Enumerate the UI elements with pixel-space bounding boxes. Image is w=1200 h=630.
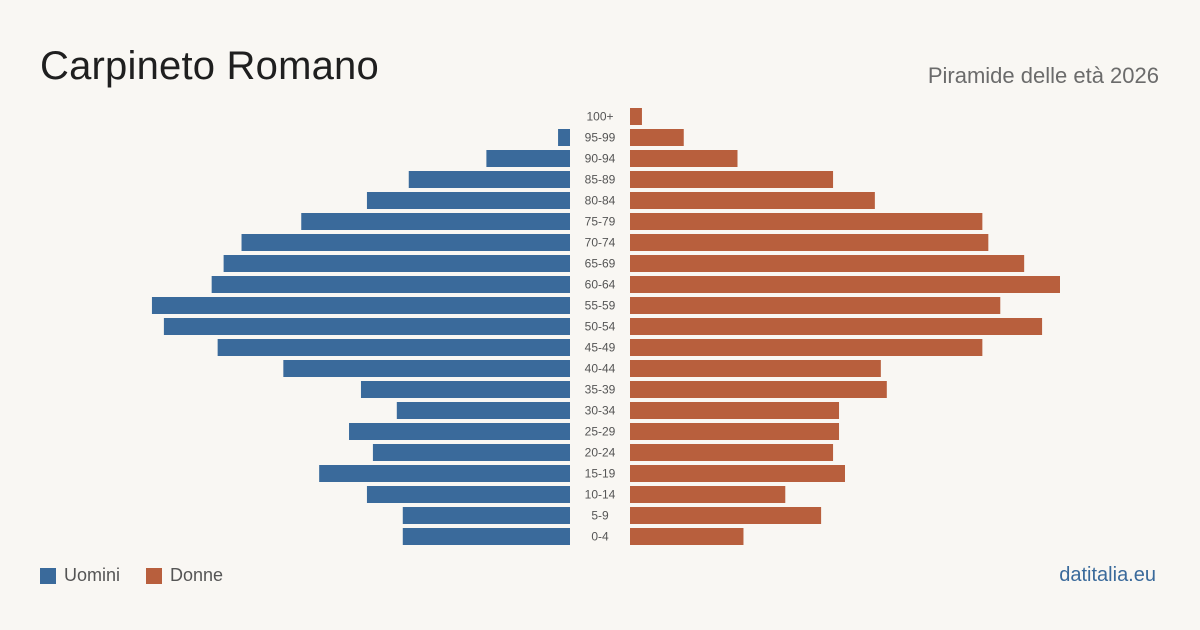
age-label-5-9: 5-9 (591, 509, 609, 523)
bar-women-90-94 (630, 150, 738, 167)
bar-men-80-84 (366, 192, 570, 209)
age-label-60-64: 60-64 (585, 278, 616, 292)
legend-swatch-men (40, 567, 56, 584)
age-label-100+: 100+ (586, 110, 613, 124)
chart-subtitle: Piramide delle età 2026 (927, 63, 1159, 88)
bar-women-0-4 (630, 528, 744, 545)
bar-women-85-89 (630, 171, 834, 188)
bar-men-45-49 (217, 339, 570, 356)
age-label-25-29: 25-29 (585, 425, 616, 439)
bar-women-30-34 (630, 402, 840, 419)
age-label-70-74: 70-74 (585, 236, 616, 250)
bar-men-5-9 (402, 507, 570, 524)
bar-men-50-54 (163, 318, 570, 335)
age-label-95-99: 95-99 (585, 131, 616, 145)
bar-women-70-74 (630, 234, 989, 251)
bar-men-40-44 (283, 360, 570, 377)
age-label-90-94: 90-94 (585, 152, 616, 166)
bar-women-55-59 (630, 297, 1001, 314)
bar-women-95-99 (630, 129, 684, 146)
bar-men-75-79 (301, 213, 570, 230)
bar-women-60-64 (630, 276, 1060, 293)
age-label-10-14: 10-14 (585, 488, 616, 502)
legend-label-men: Uomini (64, 565, 121, 585)
bar-women-65-69 (630, 255, 1025, 272)
age-label-65-69: 65-69 (585, 257, 616, 271)
bar-men-90-94 (486, 150, 570, 167)
age-label-40-44: 40-44 (585, 362, 616, 376)
legend-item-women: Donne (146, 565, 223, 586)
bar-men-60-64 (211, 276, 570, 293)
bar-women-10-14 (630, 486, 786, 503)
bar-women-25-29 (630, 423, 840, 440)
legend-label-women: Donne (170, 565, 224, 585)
source-link[interactable]: datitalia.eu (1059, 564, 1156, 586)
bar-men-30-34 (396, 402, 570, 419)
bar-men-10-14 (366, 486, 570, 503)
bar-women-15-19 (630, 465, 845, 482)
age-label-15-19: 15-19 (585, 467, 616, 481)
age-label-35-39: 35-39 (585, 383, 616, 397)
bar-women-50-54 (630, 318, 1043, 335)
bar-men-70-74 (241, 234, 570, 251)
bar-women-5-9 (630, 507, 822, 524)
bar-women-100+ (630, 108, 642, 125)
age-label-20-24: 20-24 (585, 446, 616, 460)
age-label-0-4: 0-4 (591, 530, 609, 544)
age-label-50-54: 50-54 (585, 320, 616, 334)
age-label-30-34: 30-34 (585, 404, 616, 418)
bar-men-25-29 (349, 423, 570, 440)
bar-women-20-24 (630, 444, 834, 461)
legend: Uomini Donne (40, 565, 249, 586)
bar-women-45-49 (630, 339, 983, 356)
bar-men-55-59 (151, 297, 570, 314)
age-label-85-89: 85-89 (585, 173, 616, 187)
bar-women-40-44 (630, 360, 881, 377)
age-label-75-79: 75-79 (585, 215, 616, 229)
bar-men-15-19 (319, 465, 570, 482)
legend-item-men: Uomini (40, 565, 120, 586)
bar-women-80-84 (630, 192, 875, 209)
age-label-55-59: 55-59 (585, 299, 616, 313)
bar-men-35-39 (360, 381, 570, 398)
bar-men-20-24 (372, 444, 570, 461)
bar-men-0-4 (402, 528, 570, 545)
bar-men-85-89 (408, 171, 570, 188)
age-label-80-84: 80-84 (585, 194, 616, 208)
age-label-45-49: 45-49 (585, 341, 616, 355)
bar-women-75-79 (630, 213, 983, 230)
bar-men-95-99 (558, 129, 570, 146)
bar-women-35-39 (630, 381, 887, 398)
chart-title: Carpineto Romano (40, 44, 379, 88)
bar-men-65-69 (223, 255, 570, 272)
legend-swatch-women (146, 567, 163, 584)
